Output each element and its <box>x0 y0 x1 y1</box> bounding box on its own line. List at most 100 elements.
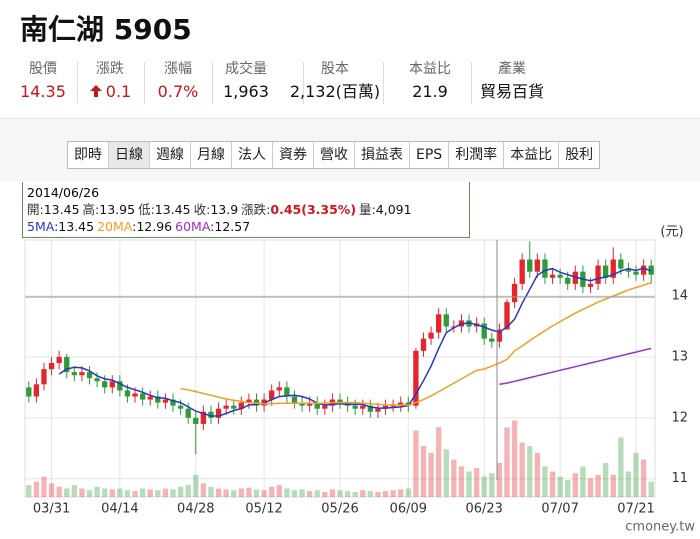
tab[interactable]: 資券 <box>273 142 314 168</box>
tab[interactable]: 損益表 <box>355 142 410 168</box>
info-sep: : <box>206 202 211 217</box>
volume-bar <box>139 488 146 497</box>
volume-bar <box>276 485 282 497</box>
candle-body <box>640 265 647 275</box>
legend-name: 20MA <box>97 219 133 234</box>
volume-bar <box>618 437 624 497</box>
volume-bar <box>375 491 381 497</box>
tab[interactable]: 週線 <box>150 142 191 168</box>
candle-body <box>177 405 184 409</box>
candle-body <box>603 265 609 278</box>
candle-body <box>420 338 427 351</box>
volume-bar <box>162 488 169 497</box>
volume-bar <box>79 488 85 497</box>
volume-bar <box>603 463 609 497</box>
info-sep: : <box>95 202 100 217</box>
stat-value: 2,132(百萬) <box>285 80 385 104</box>
tab[interactable]: 即時 <box>68 142 109 168</box>
volume-bar <box>458 466 465 497</box>
stat: 股本 2,132(百萬) <box>285 58 385 104</box>
candle-body <box>64 356 70 373</box>
candle-body <box>223 405 229 409</box>
candle-body <box>86 372 93 379</box>
volume-bar <box>511 420 518 497</box>
volume-bar <box>466 471 472 497</box>
volume-bar <box>56 486 62 497</box>
info-label: 高 <box>82 202 96 217</box>
volume-bar <box>360 490 366 497</box>
candle-body <box>291 396 298 403</box>
stat-value: 貿易百貨 <box>467 80 557 104</box>
x-tick-label: 03/31 <box>33 502 70 517</box>
candle-body <box>519 259 525 284</box>
ma-line <box>499 347 652 386</box>
candle-body <box>139 393 146 400</box>
stat-value-text: 14.35 <box>20 82 66 101</box>
tab[interactable]: 月線 <box>191 142 232 168</box>
tab[interactable]: 本益比 <box>504 142 560 168</box>
tab[interactable]: 日線 <box>109 142 150 168</box>
volume-bar <box>398 489 404 497</box>
ma-line <box>180 281 652 406</box>
candle-body <box>587 283 594 287</box>
volume-bar <box>549 471 556 497</box>
ma-line <box>58 267 652 417</box>
tab[interactable]: 利潤率 <box>449 142 505 168</box>
volume-bar <box>223 489 229 497</box>
legend-value: 12.57 <box>214 219 251 234</box>
divider <box>144 62 145 104</box>
candle-body <box>102 381 108 388</box>
info-label: 量 <box>359 202 372 217</box>
stat: 漲跌 0.1 <box>79 58 141 104</box>
stat-value: 14.35 <box>15 80 71 104</box>
tab[interactable]: 法人 <box>232 142 273 168</box>
candle-body <box>132 393 138 397</box>
x-tick-label: 07/07 <box>541 502 578 517</box>
stat-label: 漲跌 <box>96 61 124 77</box>
volume-bar <box>94 486 100 497</box>
legend-sep: : <box>210 219 215 234</box>
candle-body <box>162 399 169 403</box>
tab[interactable]: 營收 <box>314 142 355 168</box>
stat-label: 漲幅 <box>164 61 192 77</box>
volume-bar <box>269 486 275 497</box>
info-sep: : <box>266 202 271 217</box>
candle-body <box>367 405 374 412</box>
candle-body <box>48 363 55 370</box>
info-label: 收 <box>193 202 207 217</box>
candle-body <box>117 381 123 391</box>
legend-name: 60MA <box>175 219 211 234</box>
stock-title: 南仁湖 5905 <box>20 13 192 46</box>
legend-value: 13.45 <box>58 219 95 234</box>
volume-bar <box>132 491 138 497</box>
volume-bar <box>147 489 153 497</box>
info-value: 13.9 <box>210 202 239 217</box>
candle-body <box>200 411 207 424</box>
candle-body <box>208 411 214 418</box>
volume-bar <box>231 490 237 497</box>
volume-bar <box>527 446 533 497</box>
volume-bar <box>261 490 267 497</box>
volume-bar <box>185 485 191 497</box>
candle-body <box>71 372 77 376</box>
candle-body <box>94 378 100 382</box>
legend-sep: : <box>54 219 59 234</box>
candle-body <box>549 274 556 278</box>
tab[interactable]: EPS <box>410 142 450 168</box>
info-box: 2014/06/26 開:13.45 高:13.95 低:13.45 收:13.9 漲跌:… <box>22 182 470 238</box>
stat-value: 0.7% <box>148 80 208 104</box>
candle-body <box>231 405 237 409</box>
divider <box>382 62 384 104</box>
volume-bar <box>610 474 616 497</box>
x-tick-label: 04/14 <box>101 502 138 517</box>
tab[interactable]: 股利 <box>565 147 594 163</box>
candle-body <box>610 259 616 278</box>
candle-body <box>633 271 639 275</box>
volume-bar <box>557 476 563 497</box>
candle-body <box>26 387 32 397</box>
volume-bar <box>519 442 525 497</box>
stat-value: 1,963 <box>216 80 276 104</box>
volume-bar <box>193 474 199 497</box>
candle-body <box>170 399 176 406</box>
